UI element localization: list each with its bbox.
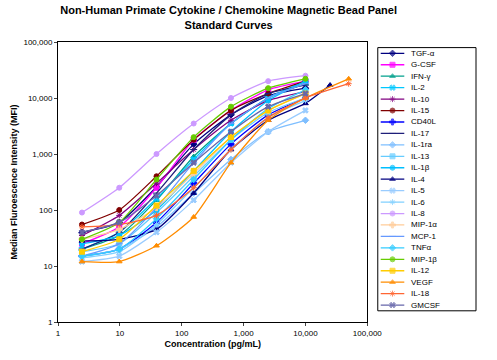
svg-text:10,000: 10,000 bbox=[28, 94, 53, 103]
svg-text:10: 10 bbox=[43, 262, 52, 271]
svg-text:IL-12: IL-12 bbox=[411, 266, 430, 275]
svg-text:Non-Human Primate Cytokine / C: Non-Human Primate Cytokine / Chemokine M… bbox=[60, 4, 397, 30]
svg-text:IL-17: IL-17 bbox=[411, 129, 430, 138]
svg-text:IL-10: IL-10 bbox=[411, 95, 430, 104]
svg-text:10,000: 10,000 bbox=[293, 329, 318, 338]
svg-text:100,000: 100,000 bbox=[353, 329, 382, 338]
svg-text:Median Fluroescence Intensity: Median Fluroescence Intensity (MFI) bbox=[9, 104, 19, 259]
svg-text:100: 100 bbox=[175, 329, 189, 338]
svg-text:MCP-1: MCP-1 bbox=[411, 232, 436, 241]
svg-text:MIP-1α: MIP-1α bbox=[411, 220, 437, 229]
svg-text:Concentration (pg/mL): Concentration (pg/mL) bbox=[164, 339, 261, 349]
svg-text:TGF-α: TGF-α bbox=[411, 49, 435, 58]
svg-text:100,000: 100,000 bbox=[23, 38, 52, 47]
svg-text:IL-6: IL-6 bbox=[411, 198, 425, 207]
svg-text:1: 1 bbox=[56, 329, 61, 338]
svg-text:1: 1 bbox=[48, 318, 53, 327]
svg-text:G-CSF: G-CSF bbox=[411, 60, 436, 69]
svg-text:IL-4: IL-4 bbox=[411, 175, 425, 184]
svg-text:CD40L: CD40L bbox=[411, 117, 436, 126]
svg-text:GMCSF: GMCSF bbox=[411, 301, 440, 310]
svg-text:10: 10 bbox=[115, 329, 124, 338]
svg-text:100: 100 bbox=[39, 206, 53, 215]
svg-text:IL-15: IL-15 bbox=[411, 106, 430, 115]
svg-text:IL-13: IL-13 bbox=[411, 152, 430, 161]
svg-text:1,000: 1,000 bbox=[32, 150, 53, 159]
svg-text:IL-1β: IL-1β bbox=[411, 163, 430, 172]
svg-text:IFN-γ: IFN-γ bbox=[411, 72, 431, 81]
svg-text:IL-1ra: IL-1ra bbox=[411, 140, 432, 149]
svg-text:IL-5: IL-5 bbox=[411, 186, 425, 195]
svg-text:IL-8: IL-8 bbox=[411, 209, 425, 218]
svg-text:IL-2: IL-2 bbox=[411, 83, 425, 92]
svg-text:IL-18: IL-18 bbox=[411, 289, 430, 298]
svg-text:VEGF: VEGF bbox=[411, 278, 433, 287]
svg-text:1,000: 1,000 bbox=[234, 329, 255, 338]
svg-text:MIP-1β: MIP-1β bbox=[411, 255, 437, 264]
svg-text:TNFα: TNFα bbox=[411, 243, 432, 252]
